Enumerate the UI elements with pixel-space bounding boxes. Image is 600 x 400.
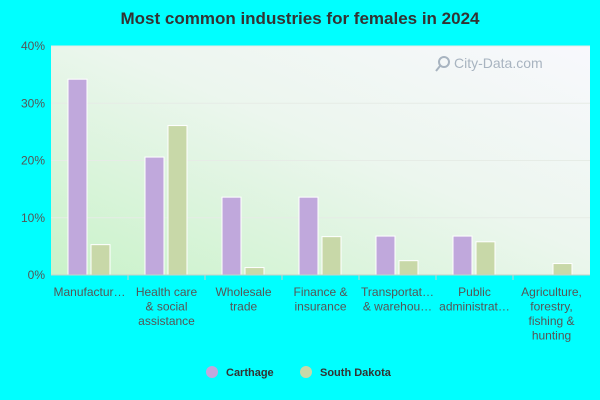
x-tick-label: Manufactur… bbox=[53, 285, 125, 299]
y-tick-label: 20% bbox=[21, 154, 45, 168]
x-tick-label: Finance & insurance bbox=[293, 285, 347, 314]
bar-carthage[interactable] bbox=[144, 156, 165, 276]
legend-swatch bbox=[206, 366, 218, 378]
legend-swatch bbox=[300, 366, 312, 378]
y-tick-label: 10% bbox=[21, 211, 45, 225]
chart-title: Most common industries for females in 20… bbox=[121, 9, 481, 28]
bar-south-dakota[interactable] bbox=[244, 267, 265, 276]
y-tick-label: 30% bbox=[21, 96, 45, 110]
bar-south-dakota[interactable] bbox=[552, 263, 573, 276]
watermark-text: City-Data.com bbox=[454, 55, 543, 71]
bar-carthage[interactable] bbox=[221, 196, 242, 276]
x-tick-label: Transportat… & warehou… bbox=[361, 285, 434, 314]
legend-label: South Dakota bbox=[320, 367, 392, 379]
bar-south-dakota[interactable] bbox=[398, 260, 419, 276]
bar-south-dakota[interactable] bbox=[167, 125, 188, 276]
watermark: City-Data.com bbox=[435, 55, 543, 72]
x-tick-label: Wholesale trade bbox=[215, 285, 271, 314]
bar-carthage[interactable] bbox=[375, 235, 396, 276]
y-tick-label: 0% bbox=[28, 268, 46, 282]
x-tick-label: Health care & social assistance bbox=[136, 285, 198, 328]
legend-label: Carthage bbox=[226, 367, 274, 379]
y-tick-label: 40% bbox=[21, 39, 45, 53]
bar-carthage[interactable] bbox=[298, 196, 319, 276]
bar-south-dakota[interactable] bbox=[475, 241, 496, 276]
x-tick-label: Public administrat… bbox=[439, 285, 510, 314]
bar-south-dakota[interactable] bbox=[321, 236, 342, 276]
x-tick-label: Agriculture, forestry, fishing & hunting bbox=[521, 285, 582, 343]
magnifier-icon bbox=[435, 56, 450, 72]
bar-south-dakota[interactable] bbox=[90, 244, 111, 276]
bar-carthage[interactable] bbox=[452, 235, 473, 276]
bar-carthage[interactable] bbox=[67, 78, 88, 276]
